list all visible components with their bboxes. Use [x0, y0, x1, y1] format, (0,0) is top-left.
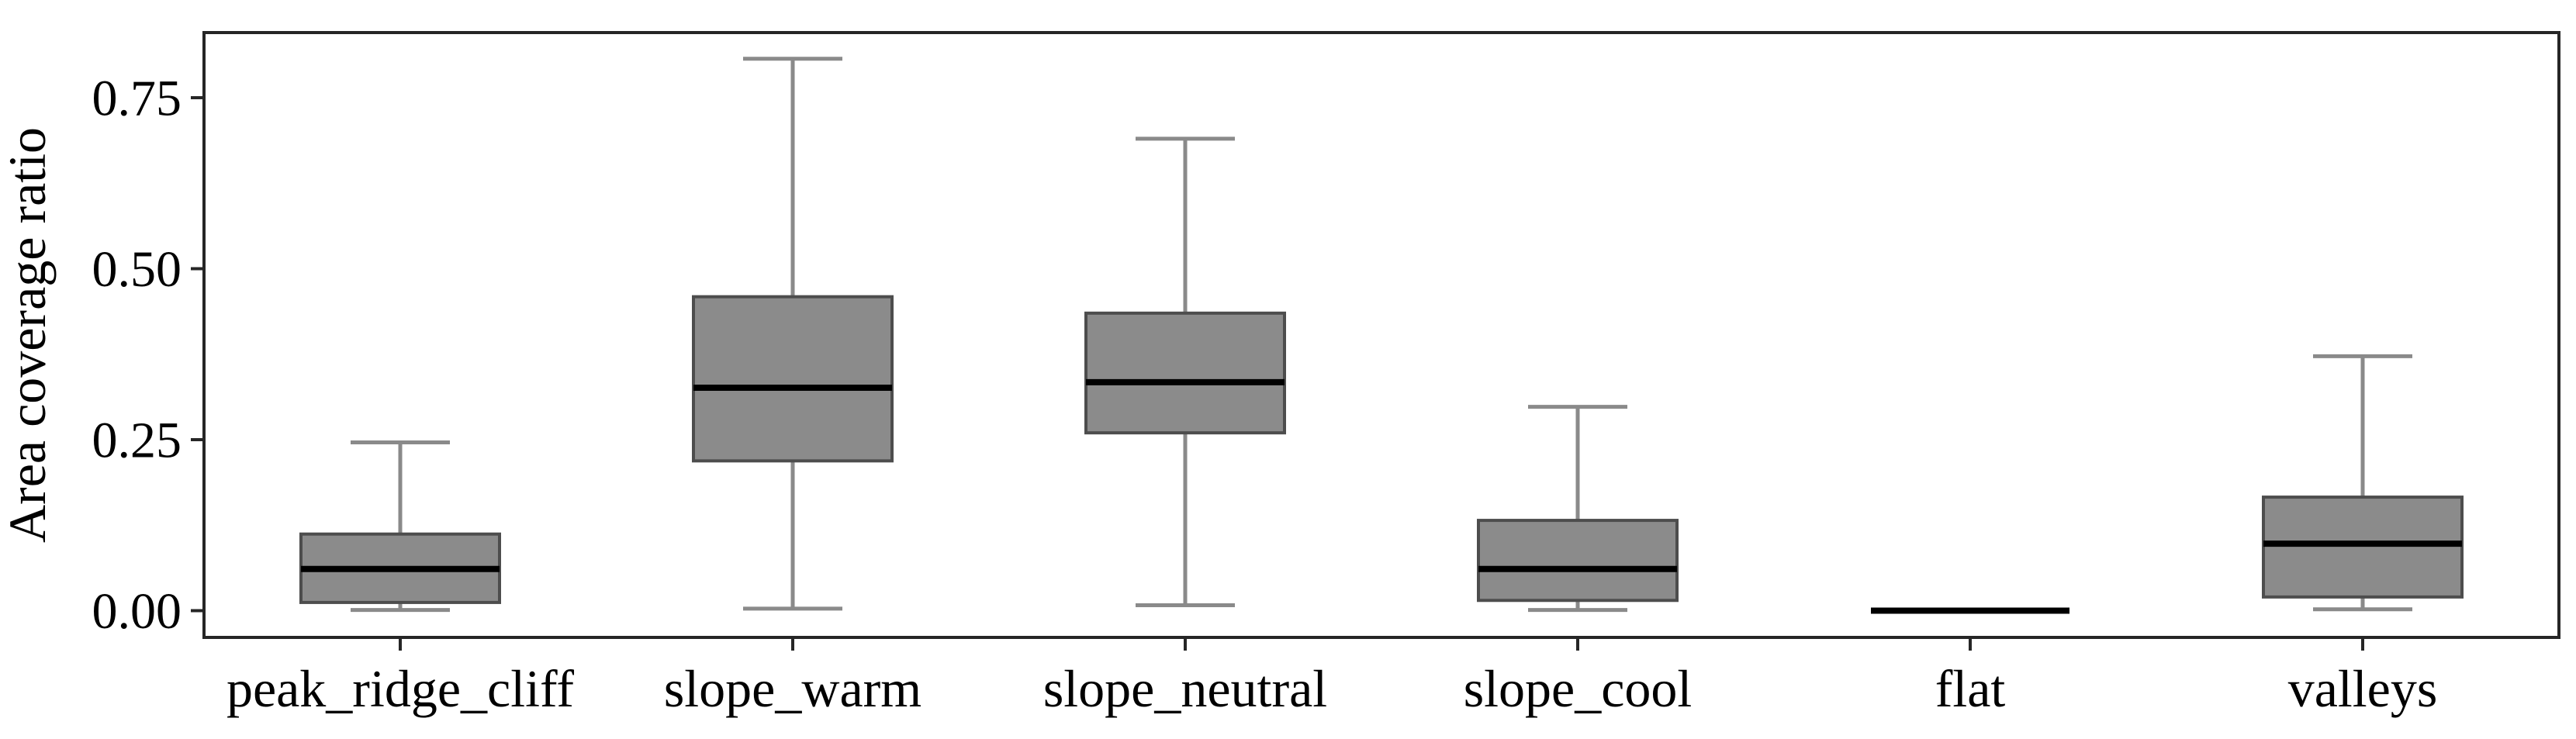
- boxplot-peak_ridge_cliff: [299, 440, 501, 613]
- box-iqr: [692, 295, 894, 463]
- y-tick-label: 0.00: [92, 583, 182, 640]
- boxplot-slope_neutral: [1084, 136, 1286, 607]
- box-iqr: [1477, 519, 1679, 603]
- plot-border: [202, 31, 2560, 639]
- boxplot-valleys: [2262, 354, 2464, 612]
- x-tick-label-peak_ridge_cliff: peak_ridge_cliff: [226, 659, 574, 718]
- box-iqr: [2262, 496, 2464, 599]
- x-tick-label-slope_warm: slope_warm: [664, 659, 921, 718]
- boxplots-layer: [299, 57, 2464, 614]
- boxplot-slope_warm: [692, 57, 894, 611]
- x-tick-label-slope_cool: slope_cool: [1464, 659, 1693, 718]
- x-tick-label-slope_neutral: slope_neutral: [1043, 659, 1327, 718]
- boxplot-slope_cool: [1477, 405, 1679, 613]
- y-tick-label: 0.25: [92, 412, 182, 468]
- x-tick-label-valleys: valleys: [2288, 659, 2438, 718]
- y-tick-label: 0.50: [92, 241, 182, 298]
- axis-ticks-layer: 0.00 0.25 0.50 0.75 peak_ridge_cliff slope_wa…: [92, 70, 2438, 718]
- box-iqr: [1084, 311, 1286, 435]
- y-tick-label: 0.75: [92, 70, 182, 126]
- x-tick-label-flat: flat: [1935, 659, 2006, 718]
- y-axis-title: Area coverage ratio: [0, 127, 57, 543]
